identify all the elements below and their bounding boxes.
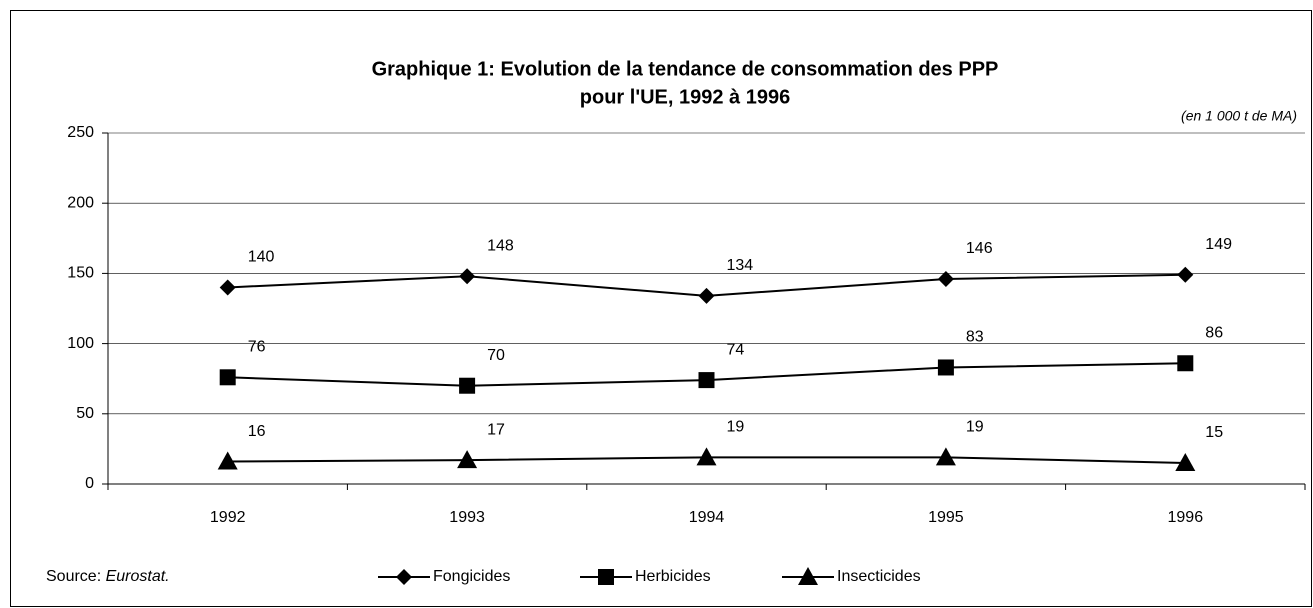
data-label: 19 xyxy=(727,419,745,436)
legend-label: Insecticides xyxy=(837,568,921,585)
point xyxy=(937,271,954,288)
data-label: 146 xyxy=(966,240,993,257)
data-label: 19 xyxy=(966,419,984,436)
data-label: 83 xyxy=(966,329,984,346)
x-tick-label: 1992 xyxy=(210,509,246,526)
unit-note: (en 1 000 t de MA) xyxy=(1181,108,1297,124)
point xyxy=(219,279,236,296)
data-label: 134 xyxy=(727,257,754,274)
y-tick-label: 200 xyxy=(67,194,94,211)
source-name: Eurostat. xyxy=(106,568,170,585)
legend-label: Fongicides xyxy=(433,568,510,585)
y-tick-label: 100 xyxy=(67,335,94,352)
legend-label: Herbicides xyxy=(635,568,711,585)
chart-border xyxy=(10,10,1312,607)
data-label: 86 xyxy=(1205,324,1223,341)
point xyxy=(459,268,476,285)
x-tick-label: 1993 xyxy=(449,509,485,526)
y-tick-label: 0 xyxy=(85,475,94,492)
point xyxy=(459,377,476,394)
x-tick-label: 1996 xyxy=(1168,509,1204,526)
y-tick-label: 150 xyxy=(67,265,94,282)
x-tick-label: 1995 xyxy=(928,509,964,526)
data-label: 15 xyxy=(1205,424,1223,441)
point xyxy=(698,287,715,304)
legend-marker xyxy=(598,569,614,585)
point xyxy=(696,447,717,466)
y-tick-label: 250 xyxy=(67,124,94,141)
legend-marker xyxy=(798,567,818,585)
point xyxy=(935,447,956,466)
data-label: 140 xyxy=(248,249,275,266)
data-label: 17 xyxy=(487,421,505,438)
point xyxy=(937,359,954,376)
chart-title: Graphique 1: Evolution de la tendance de… xyxy=(372,58,999,80)
data-label: 76 xyxy=(248,339,266,356)
chart-title: pour l'UE, 1992 à 1996 xyxy=(580,86,790,108)
point xyxy=(219,369,236,386)
point xyxy=(217,451,238,470)
data-label: 16 xyxy=(248,423,266,440)
x-tick-label: 1994 xyxy=(689,509,725,526)
data-label: 148 xyxy=(487,237,514,254)
data-label: 149 xyxy=(1205,236,1232,253)
point xyxy=(1175,452,1196,471)
source-label: Source: xyxy=(46,568,101,585)
point xyxy=(698,372,715,389)
y-tick-label: 50 xyxy=(76,405,94,422)
source: Source: Eurostat. xyxy=(46,568,170,585)
point xyxy=(1177,355,1194,372)
point xyxy=(1177,266,1194,283)
data-label: 74 xyxy=(727,341,745,358)
legend-marker xyxy=(396,569,412,585)
data-label: 70 xyxy=(487,347,505,364)
point xyxy=(457,450,478,469)
